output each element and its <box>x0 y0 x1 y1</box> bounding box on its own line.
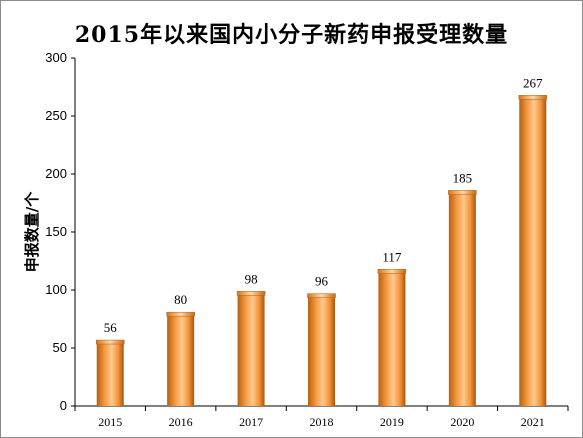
x-tick-label-2018: 2018 <box>310 415 334 429</box>
bar-2020 <box>448 193 476 406</box>
bar-2015 <box>96 343 124 406</box>
y-tick-label: 150 <box>45 224 67 239</box>
data-label-2020: 185 <box>453 170 473 185</box>
bar-2021 <box>519 98 547 406</box>
x-tick-label-2019: 2019 <box>380 415 404 429</box>
axes: 0 50 100 150 200 250 300 2015 2016 2017 2018 2019 20… <box>45 50 569 429</box>
y-tick-label: 250 <box>45 108 67 123</box>
bar-cap-2016 <box>166 311 195 317</box>
bar-cap-2017 <box>236 291 266 296</box>
x-tick-label-2021: 2021 <box>521 415 545 429</box>
data-labels: 56 80 98 96 117 185 267 <box>104 75 543 335</box>
data-label-2015: 56 <box>104 320 118 335</box>
data-label-2021: 267 <box>523 75 543 90</box>
bar-cap-2018 <box>307 293 336 298</box>
bar-cap-2015 <box>95 339 125 345</box>
bar-cap-2019 <box>377 269 407 274</box>
bar-2016 <box>167 315 195 406</box>
x-tick-label-2017: 2017 <box>239 415 263 429</box>
data-label-2018: 96 <box>315 274 329 289</box>
y-tick-label: 50 <box>53 340 67 355</box>
bar-2019 <box>378 272 406 406</box>
y-axis-label: 申报数量/个 <box>23 191 41 272</box>
y-tick-label: 0 <box>60 398 67 413</box>
bar-cap-2021 <box>518 95 548 100</box>
chart-title: 2015年以来国内小分子新药申报受理数量 <box>74 22 509 48</box>
bar-2018 <box>308 296 335 406</box>
data-label-2017: 98 <box>245 271 258 286</box>
data-label-2019: 117 <box>382 249 402 264</box>
bar-2017 <box>237 294 265 406</box>
bar-cap-2020 <box>448 190 477 195</box>
y-tick-label: 200 <box>45 166 67 181</box>
bars <box>95 95 548 406</box>
y-tick-label: 100 <box>45 282 67 297</box>
data-label-2016: 80 <box>174 292 187 307</box>
y-tick-label: 300 <box>45 50 67 65</box>
x-tick-label-2015: 2015 <box>98 415 122 429</box>
x-tick-label-2016: 2016 <box>169 415 193 429</box>
x-tick-label-2020: 2020 <box>450 415 474 429</box>
